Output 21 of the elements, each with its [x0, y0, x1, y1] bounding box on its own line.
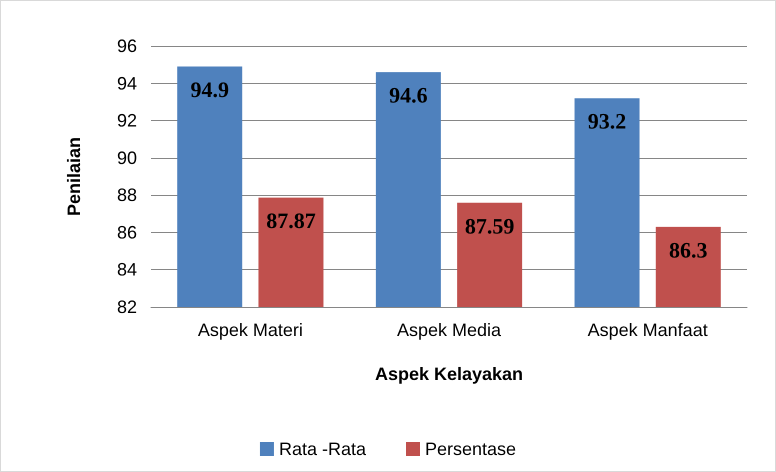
- y-tick-label: 94: [116, 73, 137, 94]
- data-label: 94.6: [389, 82, 428, 108]
- data-label: 94.9: [190, 77, 229, 102]
- x-axis-title: Aspek Kelayakan: [374, 364, 524, 384]
- legend-label: Persentase: [424, 439, 516, 459]
- data-label: 93.2: [588, 108, 626, 134]
- y-axis-title: Penilaian: [64, 136, 84, 216]
- data-label: 87.87: [266, 208, 316, 234]
- y-tick-label: 84: [116, 260, 137, 280]
- y-tick-label: 92: [116, 110, 137, 131]
- data-label: 87.59: [464, 213, 514, 238]
- y-tick-label: 90: [116, 148, 137, 168]
- legend-label: Rata -Rata: [278, 439, 367, 459]
- y-tick-label: 96: [116, 36, 137, 56]
- y-tick-label: 82: [116, 297, 137, 317]
- data-label: 86.3: [669, 237, 708, 262]
- y-tick-label: 88: [116, 185, 137, 206]
- x-tick-label: Aspek Manfaat: [588, 320, 708, 340]
- x-tick-label: Aspek Materi: [198, 320, 303, 340]
- y-tick-label: 86: [116, 222, 137, 242]
- x-tick-label: Aspek Media: [396, 320, 502, 340]
